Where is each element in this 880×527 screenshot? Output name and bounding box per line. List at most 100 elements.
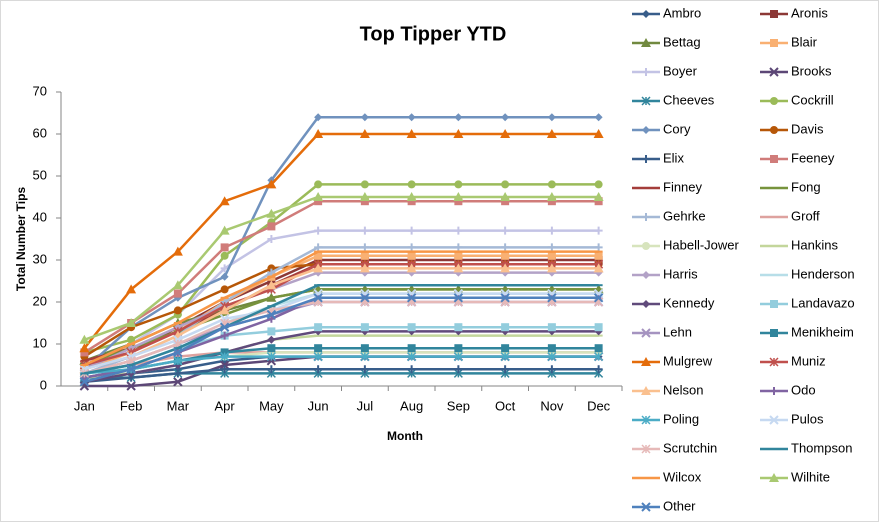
marker — [79, 343, 90, 353]
marker — [594, 352, 604, 362]
marker — [407, 344, 416, 353]
marker — [453, 129, 464, 138]
marker — [547, 344, 556, 353]
series-line — [84, 367, 599, 384]
marker — [360, 197, 369, 206]
x-tick-label: Oct — [495, 398, 516, 413]
legend-label: Bettag — [663, 34, 701, 49]
marker — [359, 263, 370, 273]
marker — [501, 180, 510, 189]
marker — [501, 256, 510, 264]
marker — [314, 197, 323, 206]
series-line — [83, 195, 599, 341]
series-line — [84, 300, 599, 375]
series-line — [84, 283, 599, 375]
marker — [79, 334, 90, 344]
marker — [80, 348, 89, 357]
marker — [500, 129, 511, 138]
marker — [546, 192, 557, 201]
marker — [501, 323, 510, 332]
marker — [219, 305, 230, 315]
legend-label: Pulos — [791, 411, 824, 426]
marker — [594, 251, 603, 260]
series-line — [84, 262, 599, 367]
marker — [407, 323, 416, 332]
y-tick-label: 50 — [33, 167, 47, 182]
marker — [594, 197, 603, 206]
legend-label: Odo — [791, 382, 816, 397]
marker — [173, 369, 182, 378]
marker — [172, 280, 183, 290]
y-tick-label: 20 — [33, 293, 47, 308]
marker — [453, 293, 464, 303]
marker — [501, 113, 510, 122]
marker — [642, 155, 650, 163]
marker — [360, 256, 369, 264]
marker — [641, 415, 651, 425]
series-line — [83, 132, 599, 349]
marker — [219, 196, 230, 206]
chart-title: Top Tipper YTD — [360, 23, 507, 45]
marker — [126, 381, 136, 391]
marker — [594, 243, 603, 252]
marker — [547, 293, 557, 303]
marker — [314, 323, 323, 332]
y-tick-label: 60 — [33, 125, 47, 140]
marker — [642, 213, 650, 221]
marker — [267, 365, 276, 374]
series-line — [83, 199, 599, 354]
legend-label: Thompson — [791, 440, 852, 455]
marker — [501, 365, 510, 374]
marker — [547, 256, 556, 264]
legend-label: Gehrke — [663, 208, 706, 223]
legend-label: Davis — [791, 121, 824, 136]
marker — [594, 365, 603, 374]
marker — [406, 192, 417, 201]
marker — [266, 179, 277, 189]
marker — [500, 352, 510, 362]
legend-label: Blair — [791, 34, 818, 49]
marker — [641, 38, 651, 47]
marker — [547, 352, 557, 362]
legend-label: Boyer — [663, 63, 698, 78]
marker — [407, 365, 416, 374]
marker — [454, 243, 463, 252]
legend-label: Poling — [663, 411, 699, 426]
marker — [546, 129, 557, 138]
marker — [314, 256, 323, 264]
marker — [219, 360, 230, 370]
marker — [359, 192, 370, 201]
x-tick-label: Sep — [447, 398, 470, 413]
marker — [173, 306, 182, 315]
x-tick-label: Jun — [308, 398, 329, 413]
series-line — [84, 355, 599, 375]
x-tick-label: May — [259, 398, 284, 413]
marker — [453, 352, 463, 362]
marker — [547, 197, 556, 206]
marker — [219, 225, 230, 235]
marker — [454, 113, 463, 122]
legend-label: Lehn — [663, 324, 692, 339]
marker — [642, 126, 650, 134]
marker — [454, 226, 463, 235]
marker — [220, 285, 229, 294]
marker — [267, 222, 276, 231]
x-tick-label: Jul — [357, 398, 374, 413]
series-line — [84, 183, 599, 354]
marker — [594, 344, 603, 353]
series-line — [84, 292, 599, 371]
legend-label: Hankins — [791, 237, 838, 252]
marker — [360, 352, 370, 362]
marker — [314, 113, 323, 122]
marker — [594, 256, 603, 264]
marker — [220, 272, 229, 281]
marker — [314, 344, 323, 353]
marker — [313, 263, 324, 273]
legend-label: Wilhite — [791, 469, 830, 484]
y-axis-title: Total Number Tips — [14, 187, 28, 292]
marker — [173, 289, 182, 298]
legend-label: Groff — [791, 208, 820, 223]
legend-label: Nelson — [663, 382, 703, 397]
marker — [267, 235, 276, 243]
marker — [547, 180, 556, 189]
